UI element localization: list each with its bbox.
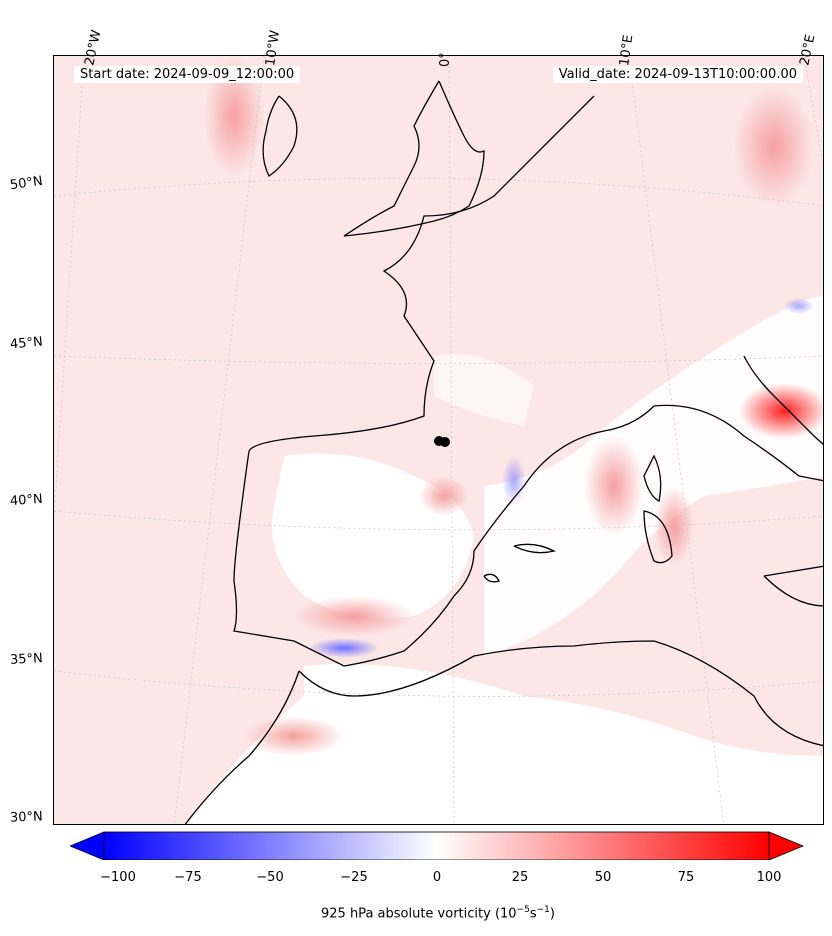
graticule xyxy=(54,56,823,824)
vorticity-min-balearic xyxy=(502,456,526,506)
vorticity-min-alps xyxy=(784,298,814,314)
colorbar-tick: 100 xyxy=(756,870,782,885)
vorticity-patch-north xyxy=(734,86,814,206)
vorticity-max-adriatic xyxy=(739,383,823,439)
colorbar-gradient xyxy=(103,831,770,860)
vorticity-patch-corsica xyxy=(654,486,694,566)
colorbar-max-arrow xyxy=(768,831,805,860)
colorbar-tick: −50 xyxy=(256,870,284,885)
colorbar-title: 925 hPa absolute vorticity (10−5s−1) xyxy=(321,905,555,922)
vorticity-patch-morocco xyxy=(244,716,344,756)
vorticity-patch-alboran xyxy=(294,596,414,636)
colorbar-tick: 75 xyxy=(677,870,695,885)
vorticity-map xyxy=(54,56,823,824)
coastlines xyxy=(184,80,823,824)
vorticity-patch-ligurian xyxy=(584,436,644,536)
start-date-label: Start date: 2024-09-09_12:00:00 xyxy=(74,66,301,83)
lat-label-30n: 30°N xyxy=(9,809,44,826)
colorbar-tick: −25 xyxy=(340,870,368,885)
zero-field-france xyxy=(434,354,534,426)
valid-date-label: Valid_date: 2024-09-13T10:00:00.00 xyxy=(552,66,803,83)
zero-field-sahara xyxy=(185,664,823,824)
colorbar-tick: 25 xyxy=(511,870,529,885)
map-panel: Start date: 2024-09-09_12:00:00 Valid_da… xyxy=(53,55,824,825)
vorticity-patch-atlantic xyxy=(204,56,264,176)
colorbar-tick: 50 xyxy=(594,870,612,885)
vorticity-patch-ebro xyxy=(419,476,469,516)
lat-label-35n: 35°N xyxy=(9,651,44,668)
lon-label-0: 0° xyxy=(438,52,453,67)
zero-field-med xyxy=(484,296,823,656)
colorbar-tick: −100 xyxy=(100,870,136,885)
lat-label-50n: 50°N xyxy=(9,173,44,194)
colorbar-min-arrow xyxy=(70,831,105,860)
vorticity-min-gibraltar xyxy=(309,638,379,658)
lat-label-45n: 45°N xyxy=(9,334,44,353)
lat-label-40n: 40°N xyxy=(9,491,44,510)
colorbar-tick: −75 xyxy=(174,870,202,885)
colorbar-tick: 0 xyxy=(432,870,442,885)
colorbar xyxy=(70,831,805,860)
